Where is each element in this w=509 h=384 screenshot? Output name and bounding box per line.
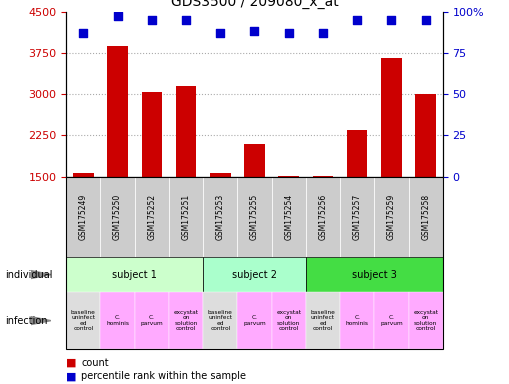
Text: individual: individual	[5, 270, 52, 280]
Text: GSM175258: GSM175258	[421, 194, 430, 240]
Text: count: count	[81, 358, 109, 368]
Point	[79, 30, 88, 36]
Text: GSM175259: GSM175259	[387, 194, 396, 240]
Text: ■: ■	[66, 358, 77, 368]
Text: infection: infection	[5, 316, 47, 326]
Text: excystat
on
solution
control: excystat on solution control	[413, 310, 438, 331]
Bar	[244, 144, 265, 177]
Text: subject 1: subject 1	[112, 270, 157, 280]
Bar	[107, 46, 128, 177]
Polygon shape	[31, 316, 51, 325]
Title: GDS3500 / 209080_x_at: GDS3500 / 209080_x_at	[171, 0, 338, 9]
Text: GSM175256: GSM175256	[319, 194, 327, 240]
Bar	[176, 86, 196, 177]
Text: baseline
uninfect
ed
control: baseline uninfect ed control	[71, 310, 96, 331]
Point	[285, 30, 293, 36]
Point	[182, 17, 190, 23]
Point	[387, 17, 395, 23]
Text: C.
parvum: C. parvum	[243, 315, 266, 326]
Text: ■: ■	[66, 371, 77, 381]
Text: GSM175255: GSM175255	[250, 194, 259, 240]
Point	[148, 17, 156, 23]
Polygon shape	[31, 270, 51, 279]
Bar	[142, 92, 162, 177]
Point	[421, 17, 430, 23]
Point	[319, 30, 327, 36]
Text: GSM175257: GSM175257	[353, 194, 362, 240]
Bar	[313, 175, 333, 177]
Text: C.
parvum: C. parvum	[140, 315, 163, 326]
Text: percentile rank within the sample: percentile rank within the sample	[81, 371, 246, 381]
Bar	[347, 130, 367, 177]
Bar	[73, 173, 94, 177]
Text: subject 3: subject 3	[352, 270, 397, 280]
Point	[353, 17, 361, 23]
Text: excystat
on
solution
control: excystat on solution control	[276, 310, 301, 331]
Bar	[415, 94, 436, 177]
Bar	[278, 176, 299, 177]
Text: C.
hominis: C. hominis	[106, 315, 129, 326]
Text: C.
parvum: C. parvum	[380, 315, 403, 326]
Text: C.
hominis: C. hominis	[346, 315, 369, 326]
Text: GSM175250: GSM175250	[113, 194, 122, 240]
Text: GSM175249: GSM175249	[79, 194, 88, 240]
Text: baseline
uninfect
ed
control: baseline uninfect ed control	[310, 310, 335, 331]
Text: subject 2: subject 2	[232, 270, 277, 280]
Bar	[381, 58, 402, 177]
Text: excystat
on
solution
control: excystat on solution control	[174, 310, 199, 331]
Bar	[210, 173, 231, 177]
Text: GSM175253: GSM175253	[216, 194, 225, 240]
Text: baseline
uninfect
ed
control: baseline uninfect ed control	[208, 310, 233, 331]
Text: GSM175251: GSM175251	[182, 194, 190, 240]
Point	[216, 30, 224, 36]
Text: GSM175252: GSM175252	[147, 194, 156, 240]
Point	[250, 28, 259, 35]
Text: GSM175254: GSM175254	[284, 194, 293, 240]
Point	[114, 13, 122, 20]
